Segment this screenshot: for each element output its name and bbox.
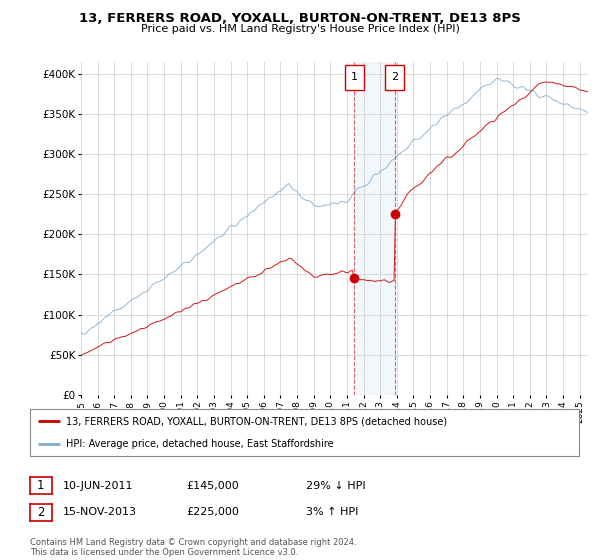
Text: 29% ↓ HPI: 29% ↓ HPI xyxy=(306,480,365,491)
FancyBboxPatch shape xyxy=(344,65,364,90)
Text: 1: 1 xyxy=(351,72,358,82)
Text: 1: 1 xyxy=(37,479,44,492)
Text: 10-JUN-2011: 10-JUN-2011 xyxy=(63,480,133,491)
Text: 2: 2 xyxy=(37,506,44,519)
FancyBboxPatch shape xyxy=(385,65,404,90)
Text: 3% ↑ HPI: 3% ↑ HPI xyxy=(306,507,358,517)
Text: £145,000: £145,000 xyxy=(186,480,239,491)
Text: Price paid vs. HM Land Registry's House Price Index (HPI): Price paid vs. HM Land Registry's House … xyxy=(140,24,460,34)
Text: 13, FERRERS ROAD, YOXALL, BURTON-ON-TRENT, DE13 8PS: 13, FERRERS ROAD, YOXALL, BURTON-ON-TREN… xyxy=(79,12,521,25)
Text: £225,000: £225,000 xyxy=(186,507,239,517)
Text: 2: 2 xyxy=(391,72,398,82)
Text: 15-NOV-2013: 15-NOV-2013 xyxy=(63,507,137,517)
Text: 13, FERRERS ROAD, YOXALL, BURTON-ON-TRENT, DE13 8PS (detached house): 13, FERRERS ROAD, YOXALL, BURTON-ON-TREN… xyxy=(65,416,447,426)
Text: HPI: Average price, detached house, East Staffordshire: HPI: Average price, detached house, East… xyxy=(65,439,334,449)
Text: Contains HM Land Registry data © Crown copyright and database right 2024.
This d: Contains HM Land Registry data © Crown c… xyxy=(30,538,356,557)
Bar xyxy=(354,62,395,395)
